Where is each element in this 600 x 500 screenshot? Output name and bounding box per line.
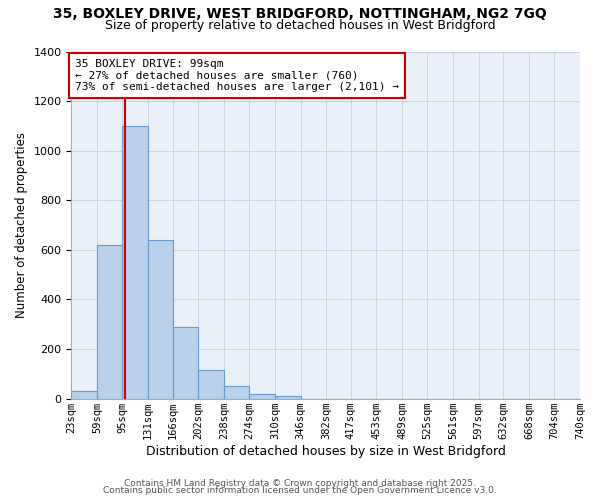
- Y-axis label: Number of detached properties: Number of detached properties: [15, 132, 28, 318]
- Bar: [199, 370, 224, 398]
- Text: Contains public sector information licensed under the Open Government Licence v3: Contains public sector information licen…: [103, 486, 497, 495]
- Bar: [71, 391, 97, 398]
- Bar: [122, 126, 148, 398]
- Text: 35, BOXLEY DRIVE, WEST BRIDGFORD, NOTTINGHAM, NG2 7GQ: 35, BOXLEY DRIVE, WEST BRIDGFORD, NOTTIN…: [53, 8, 547, 22]
- Bar: [173, 327, 199, 398]
- X-axis label: Distribution of detached houses by size in West Bridgford: Distribution of detached houses by size …: [146, 444, 506, 458]
- Bar: [275, 396, 301, 398]
- Bar: [148, 240, 173, 398]
- Bar: [97, 245, 122, 398]
- Bar: [224, 386, 250, 398]
- Text: Size of property relative to detached houses in West Bridgford: Size of property relative to detached ho…: [104, 19, 496, 32]
- Bar: [250, 394, 275, 398]
- Text: Contains HM Land Registry data © Crown copyright and database right 2025.: Contains HM Land Registry data © Crown c…: [124, 478, 476, 488]
- Text: 35 BOXLEY DRIVE: 99sqm
← 27% of detached houses are smaller (760)
73% of semi-de: 35 BOXLEY DRIVE: 99sqm ← 27% of detached…: [75, 59, 399, 92]
